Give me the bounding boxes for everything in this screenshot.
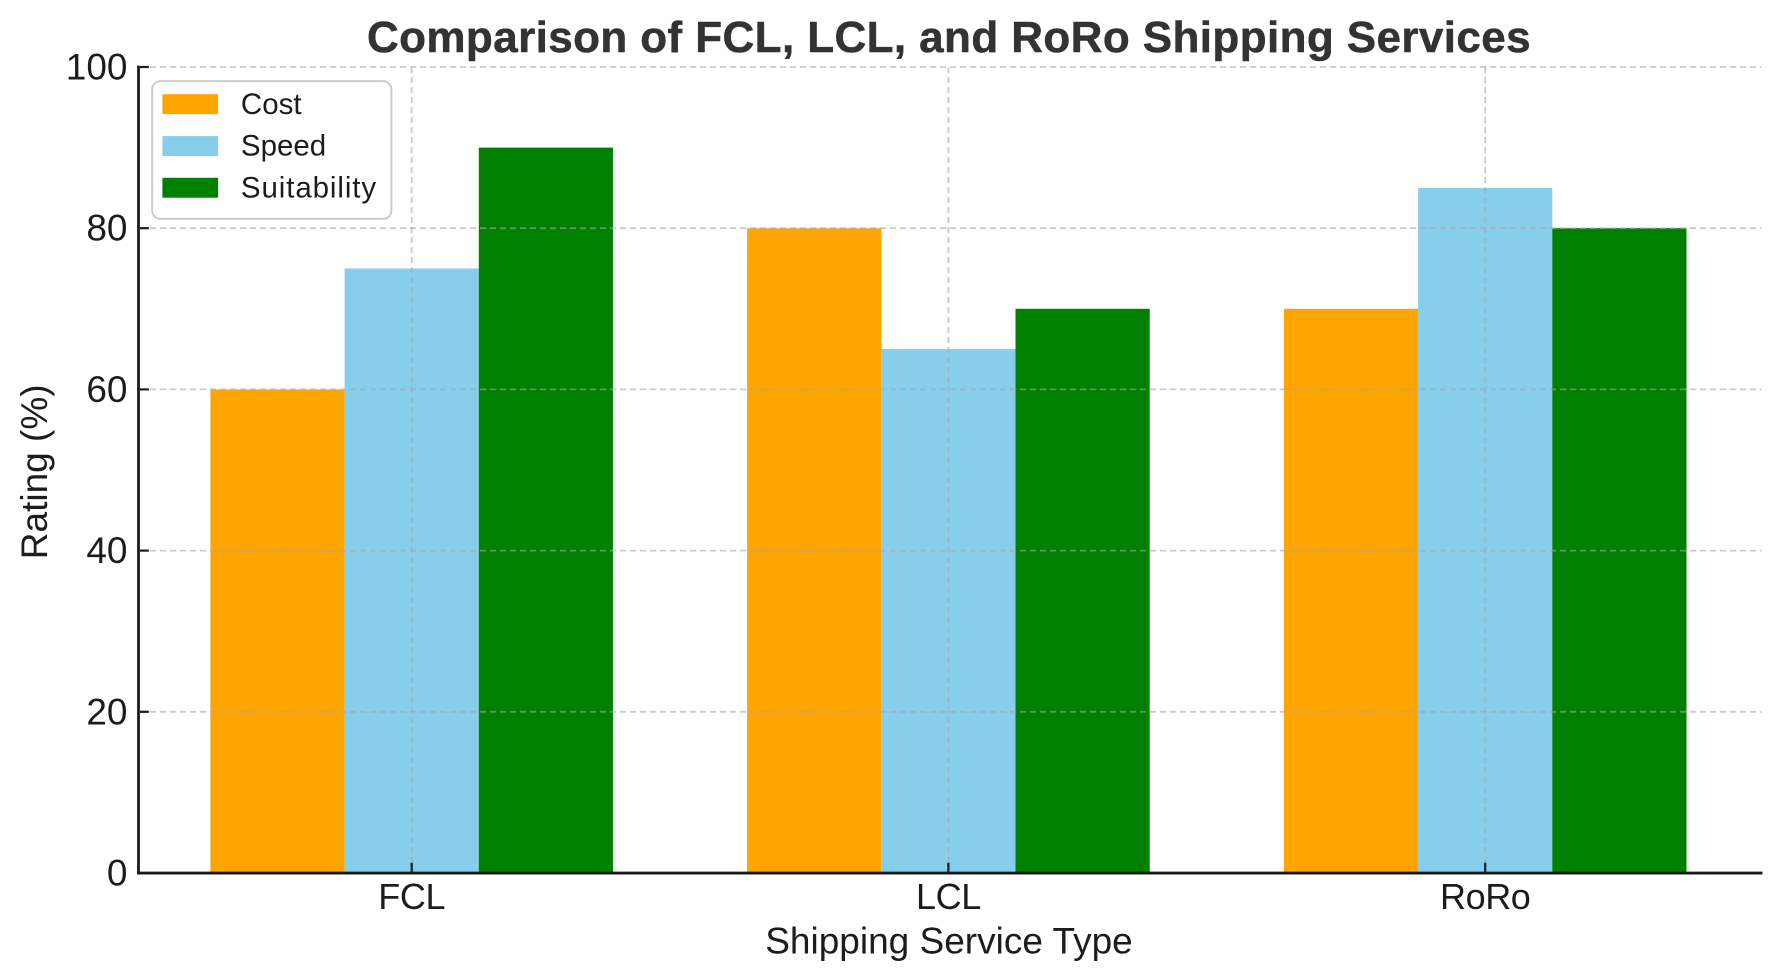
svg-text:40: 40	[86, 530, 127, 571]
svg-text:Shipping Service Type: Shipping Service Type	[765, 920, 1133, 961]
svg-text:Cost: Cost	[241, 88, 302, 121]
svg-text:60: 60	[86, 369, 127, 410]
svg-text:LCL: LCL	[916, 876, 981, 917]
svg-text:FCL: FCL	[378, 876, 445, 917]
svg-text:Rating (%): Rating (%)	[14, 384, 55, 559]
svg-text:80: 80	[86, 208, 127, 249]
svg-text:0: 0	[107, 853, 128, 894]
svg-text:20: 20	[86, 691, 127, 732]
svg-text:100: 100	[66, 47, 128, 88]
svg-text:Speed: Speed	[241, 130, 326, 163]
svg-text:Comparison of FCL, LCL, and Ro: Comparison of FCL, LCL, and RoRo Shippin…	[367, 13, 1531, 62]
svg-text:RoRo: RoRo	[1440, 876, 1530, 917]
svg-text:Suitability: Suitability	[241, 172, 377, 205]
